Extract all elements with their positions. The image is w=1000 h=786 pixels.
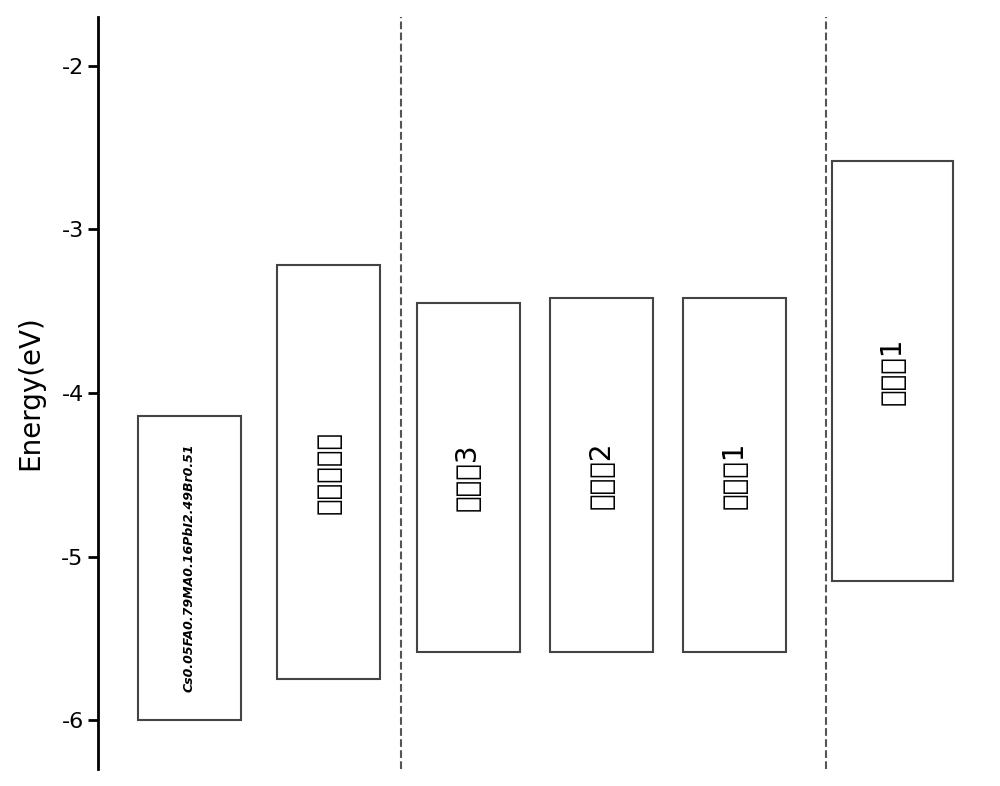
Text: Cs0.05FA0.79MA0.16PbI2.49Br0.51: Cs0.05FA0.79MA0.16PbI2.49Br0.51	[183, 444, 196, 692]
Text: 丁基碷化锐: 丁基碷化锐	[315, 431, 343, 514]
Text: 实施例3: 实施例3	[454, 443, 482, 511]
Bar	[138, 416, 241, 720]
Bar	[832, 160, 953, 581]
Bar	[683, 298, 786, 652]
Text: 实施例2: 实施例2	[587, 441, 615, 509]
Y-axis label: Energy(eV): Energy(eV)	[17, 316, 45, 470]
Text: 实施例1: 实施例1	[721, 441, 749, 509]
Bar	[417, 303, 520, 652]
Text: 对比例1: 对比例1	[878, 337, 906, 405]
Bar	[277, 266, 380, 679]
Bar	[550, 298, 653, 652]
